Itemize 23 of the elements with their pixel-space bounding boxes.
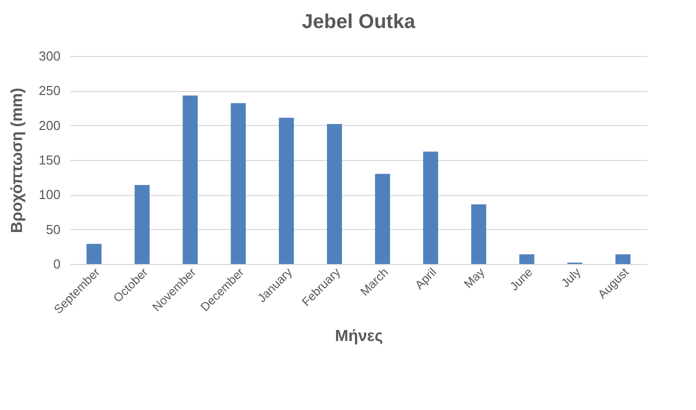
bar xyxy=(423,152,438,264)
y-tick-label: 300 xyxy=(38,48,60,64)
x-tick-label: July xyxy=(558,265,584,290)
bar xyxy=(278,118,294,264)
y-tick-label: 200 xyxy=(38,118,60,133)
y-axis-title: Βροχόπτωση (mm) xyxy=(8,88,26,234)
x-tick-label: May xyxy=(461,265,488,292)
bar xyxy=(326,124,342,264)
bar xyxy=(134,184,150,264)
bar xyxy=(230,103,246,264)
bar xyxy=(615,254,630,264)
bar xyxy=(471,204,486,264)
bar xyxy=(86,244,102,264)
bar xyxy=(182,96,198,264)
y-tick-label: 0 xyxy=(53,256,60,272)
y-tick-label: 150 xyxy=(38,152,60,168)
chart-title: Jebel Outka xyxy=(302,11,416,33)
bar xyxy=(375,174,390,264)
y-tick-label: 50 xyxy=(46,222,60,237)
bar xyxy=(519,254,534,264)
y-tick-label: 250 xyxy=(38,83,60,98)
x-axis-title: Μήνες xyxy=(335,328,383,345)
y-tick-label: 100 xyxy=(38,187,60,202)
